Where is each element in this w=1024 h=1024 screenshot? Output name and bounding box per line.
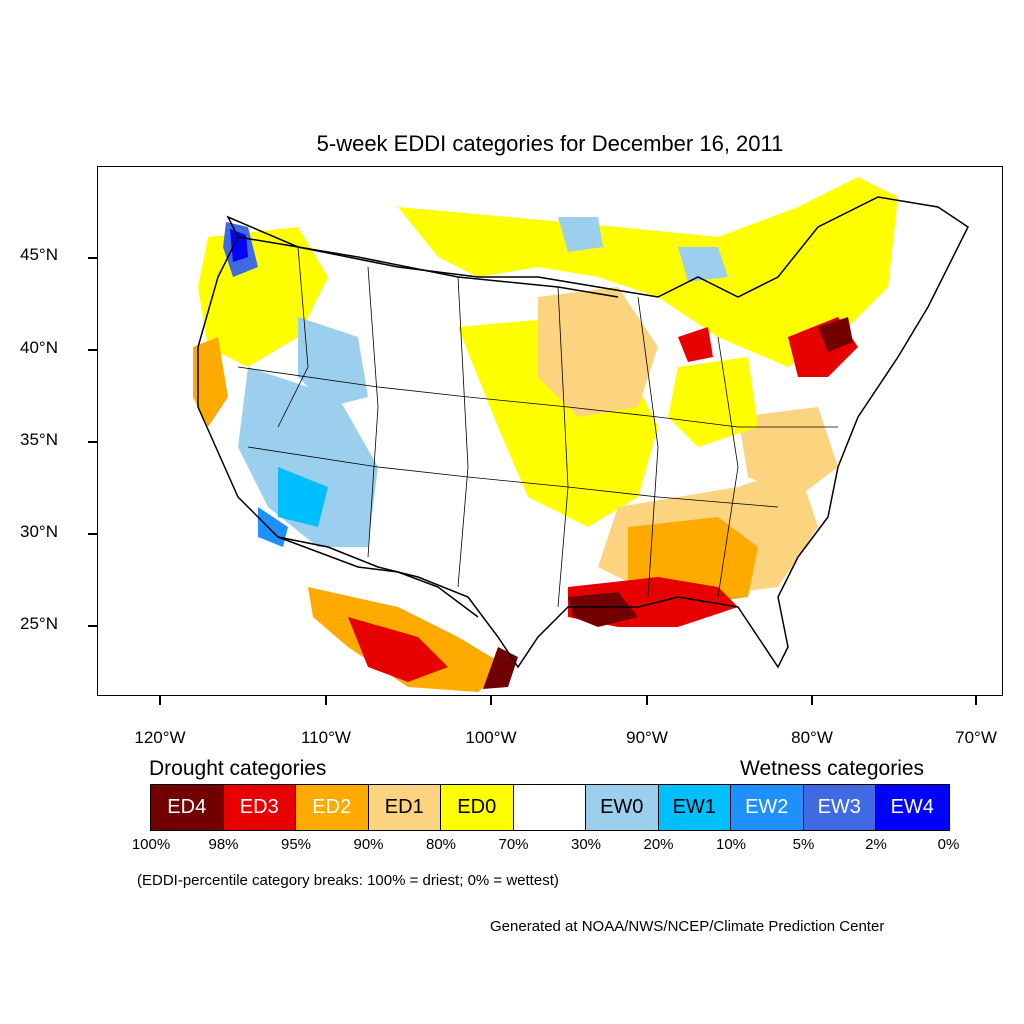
percentile-label: 10% bbox=[715, 836, 747, 853]
region-ed4-northeast bbox=[818, 317, 853, 352]
region-ed1-ohio bbox=[668, 357, 758, 447]
lat-label-35n: 35°N bbox=[20, 430, 58, 449]
region-ed2-california bbox=[193, 337, 228, 427]
region-ed3-mexico bbox=[348, 617, 448, 682]
credit-line: Generated at NOAA/NWS/NCEP/Climate Predi… bbox=[490, 918, 885, 935]
border-mexico bbox=[277, 536, 479, 618]
lon-tick bbox=[811, 696, 813, 705]
legend-box-ew4: EW4 bbox=[876, 785, 949, 830]
percentile-label: 80% bbox=[425, 836, 457, 853]
drought-heading: Drought categories bbox=[149, 757, 327, 780]
map-panel[interactable] bbox=[97, 166, 1003, 696]
lon-tick bbox=[159, 696, 161, 705]
region-ew0-lakesup bbox=[558, 217, 603, 252]
region-ed4-texas-coast bbox=[483, 647, 518, 689]
lat-tick bbox=[88, 349, 97, 351]
wetness-heading: Wetness categories bbox=[740, 757, 925, 780]
legend-box-neutral bbox=[513, 785, 586, 830]
region-ew0-southwest bbox=[238, 367, 378, 547]
lon-label-120w: 120°W bbox=[134, 728, 186, 747]
legend-box-ew3: EW3 bbox=[803, 785, 876, 830]
lon-label-80w: 80°W bbox=[791, 728, 833, 747]
region-ed1-plains bbox=[538, 287, 658, 417]
region-ew1-arizona bbox=[278, 467, 328, 527]
percentile-label: 100% bbox=[131, 836, 171, 853]
lat-tick bbox=[88, 257, 97, 259]
lat-label-40n: 40°N bbox=[20, 338, 58, 357]
category-fill-regions bbox=[193, 177, 898, 692]
lon-tick bbox=[975, 696, 977, 705]
eddi-map bbox=[193, 177, 969, 692]
lon-label-90w: 90°W bbox=[626, 728, 668, 747]
legend-box-ed4: ED4 bbox=[151, 785, 224, 830]
lon-label-100w: 100°W bbox=[465, 728, 517, 747]
percentile-label: 0% bbox=[937, 836, 960, 853]
lon-label-110w: 110°W bbox=[301, 728, 351, 747]
legend-note: (EDDI-percentile category breaks: 100% =… bbox=[137, 872, 559, 889]
legend-box-ed1: ED1 bbox=[368, 785, 441, 830]
legend-color-bar: ED4 ED3 ED2 ED1 ED0 EW0 EW1 EW2 EW3 EW4 bbox=[150, 784, 950, 831]
legend-box-ew1: EW1 bbox=[658, 785, 731, 830]
percentile-label: 98% bbox=[208, 836, 239, 853]
lat-tick bbox=[88, 441, 97, 443]
region-ew0-great-basin bbox=[298, 317, 368, 407]
percentile-label: 20% bbox=[643, 836, 674, 853]
percentile-label: 70% bbox=[498, 836, 529, 853]
percentile-label: 2% bbox=[865, 836, 887, 853]
legend-box-ew0: EW0 bbox=[586, 785, 659, 830]
percentile-label: 30% bbox=[570, 836, 602, 853]
percentile-label: 5% bbox=[792, 836, 815, 853]
lon-tick bbox=[646, 696, 648, 705]
region-ed4-louisiana bbox=[568, 592, 638, 627]
legend-box-ed3: ED3 bbox=[223, 785, 296, 830]
legend-box-ed2: ED2 bbox=[296, 785, 369, 830]
us-outline bbox=[197, 196, 969, 669]
lat-tick bbox=[88, 533, 97, 535]
lat-label-30n: 30°N bbox=[20, 522, 58, 541]
lat-label-25n: 25°N bbox=[20, 614, 58, 633]
region-ed0-north bbox=[398, 177, 898, 367]
lat-label-45n: 45°N bbox=[20, 245, 58, 264]
region-ed1-appalachia bbox=[738, 407, 838, 497]
region-ew0-northplains bbox=[678, 247, 728, 282]
percentile-label: 90% bbox=[353, 836, 384, 853]
map-title: 5-week EDDI categories for December 16, … bbox=[316, 131, 784, 156]
region-ed3-michigan bbox=[678, 327, 713, 362]
legend-box-ew2: EW2 bbox=[731, 785, 804, 830]
lon-label-70w: 70°W bbox=[955, 728, 997, 747]
legend-box-ed0: ED0 bbox=[441, 785, 514, 830]
lon-tick bbox=[490, 696, 492, 705]
percentile-label: 95% bbox=[280, 836, 312, 853]
lon-tick bbox=[325, 696, 327, 705]
state-lines bbox=[237, 246, 838, 608]
lat-tick bbox=[88, 625, 97, 627]
